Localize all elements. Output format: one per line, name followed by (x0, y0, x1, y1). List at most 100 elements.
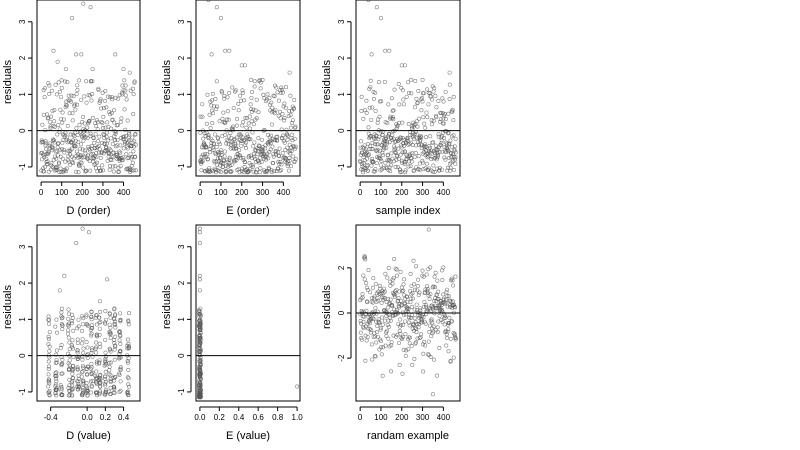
data-point (72, 102, 77, 107)
data-point (402, 277, 407, 282)
data-point (374, 161, 379, 166)
data-point (222, 154, 227, 159)
data-point (448, 165, 453, 170)
data-point (400, 371, 405, 376)
data-point (368, 133, 373, 138)
data-point (53, 371, 58, 376)
data-point (98, 389, 103, 394)
data-point (44, 160, 49, 165)
data-point (90, 378, 95, 383)
data-point (366, 152, 371, 157)
data-point (416, 89, 421, 94)
data-point (418, 134, 423, 139)
data-point (414, 302, 419, 307)
data-point (126, 322, 131, 327)
data-point (130, 135, 135, 140)
data-point (260, 77, 265, 82)
data-point (90, 66, 95, 71)
data-point (216, 150, 221, 155)
data-point (292, 136, 297, 141)
data-point (365, 300, 370, 305)
data-point (269, 170, 274, 175)
data-point (55, 132, 60, 137)
data-point (52, 124, 57, 129)
data-point (59, 94, 64, 99)
data-point (197, 230, 202, 235)
data-point (428, 150, 433, 155)
data-point (269, 133, 274, 138)
data-point (81, 322, 86, 327)
data-point (60, 327, 65, 332)
data-point (272, 169, 277, 174)
data-point (449, 276, 454, 281)
y-axis-label: residuals (321, 59, 333, 104)
data-point (435, 278, 440, 283)
data-point (112, 134, 117, 139)
data-point (110, 97, 115, 102)
data-point (228, 131, 233, 136)
data-point (370, 315, 375, 320)
data-point (453, 155, 458, 160)
data-point (444, 287, 449, 292)
data-point (68, 152, 73, 157)
data-point (121, 137, 126, 142)
data-point (367, 105, 372, 110)
data-point (359, 337, 364, 342)
data-point (111, 337, 116, 342)
data-point (126, 356, 131, 361)
data-point (112, 386, 117, 391)
data-point (426, 102, 431, 107)
data-point (75, 102, 80, 107)
data-point (423, 125, 428, 130)
y-tick-label: 2 (337, 265, 346, 270)
data-point (54, 387, 59, 392)
data-point (251, 122, 256, 127)
x-tick-label: 0.6 (253, 413, 265, 422)
data-point (445, 329, 450, 334)
data-point (116, 169, 121, 174)
data-point (447, 70, 452, 75)
data-point (200, 158, 205, 163)
data-point (74, 52, 79, 57)
data-point (242, 63, 247, 68)
data-point (248, 137, 253, 142)
data-point (117, 329, 122, 334)
panel-6: 0 100 200 300 400 -2 0 2 randam example residuals (321, 224, 461, 442)
data-point (58, 154, 63, 159)
data-point (81, 378, 86, 383)
data-point (252, 140, 257, 145)
y-tick-label: 0 (18, 128, 27, 133)
data-point (261, 92, 266, 97)
data-point (100, 121, 105, 126)
data-point (46, 342, 51, 347)
data-point (246, 154, 251, 159)
data-point (405, 154, 410, 159)
data-point (222, 149, 227, 154)
data-point (200, 102, 205, 107)
data-point (375, 142, 380, 147)
data-point (409, 344, 414, 349)
data-point (247, 114, 252, 119)
y-tick-label: 2 (18, 280, 27, 285)
data-point (243, 140, 248, 145)
data-point (408, 164, 413, 169)
data-point (249, 107, 254, 112)
data-point (405, 299, 410, 304)
data-point (85, 135, 90, 140)
data-point (241, 120, 246, 125)
data-point (451, 94, 456, 99)
data-point (57, 160, 62, 165)
data-point (412, 287, 417, 292)
data-point (429, 148, 434, 153)
plot-frame (195, 0, 301, 177)
data-point (442, 136, 447, 141)
data-point (453, 136, 458, 141)
data-point (442, 301, 447, 306)
data-point (126, 392, 131, 397)
data-point (108, 385, 113, 390)
data-point (424, 311, 429, 316)
data-point (46, 169, 51, 174)
data-point (405, 305, 410, 310)
data-point (287, 70, 292, 75)
